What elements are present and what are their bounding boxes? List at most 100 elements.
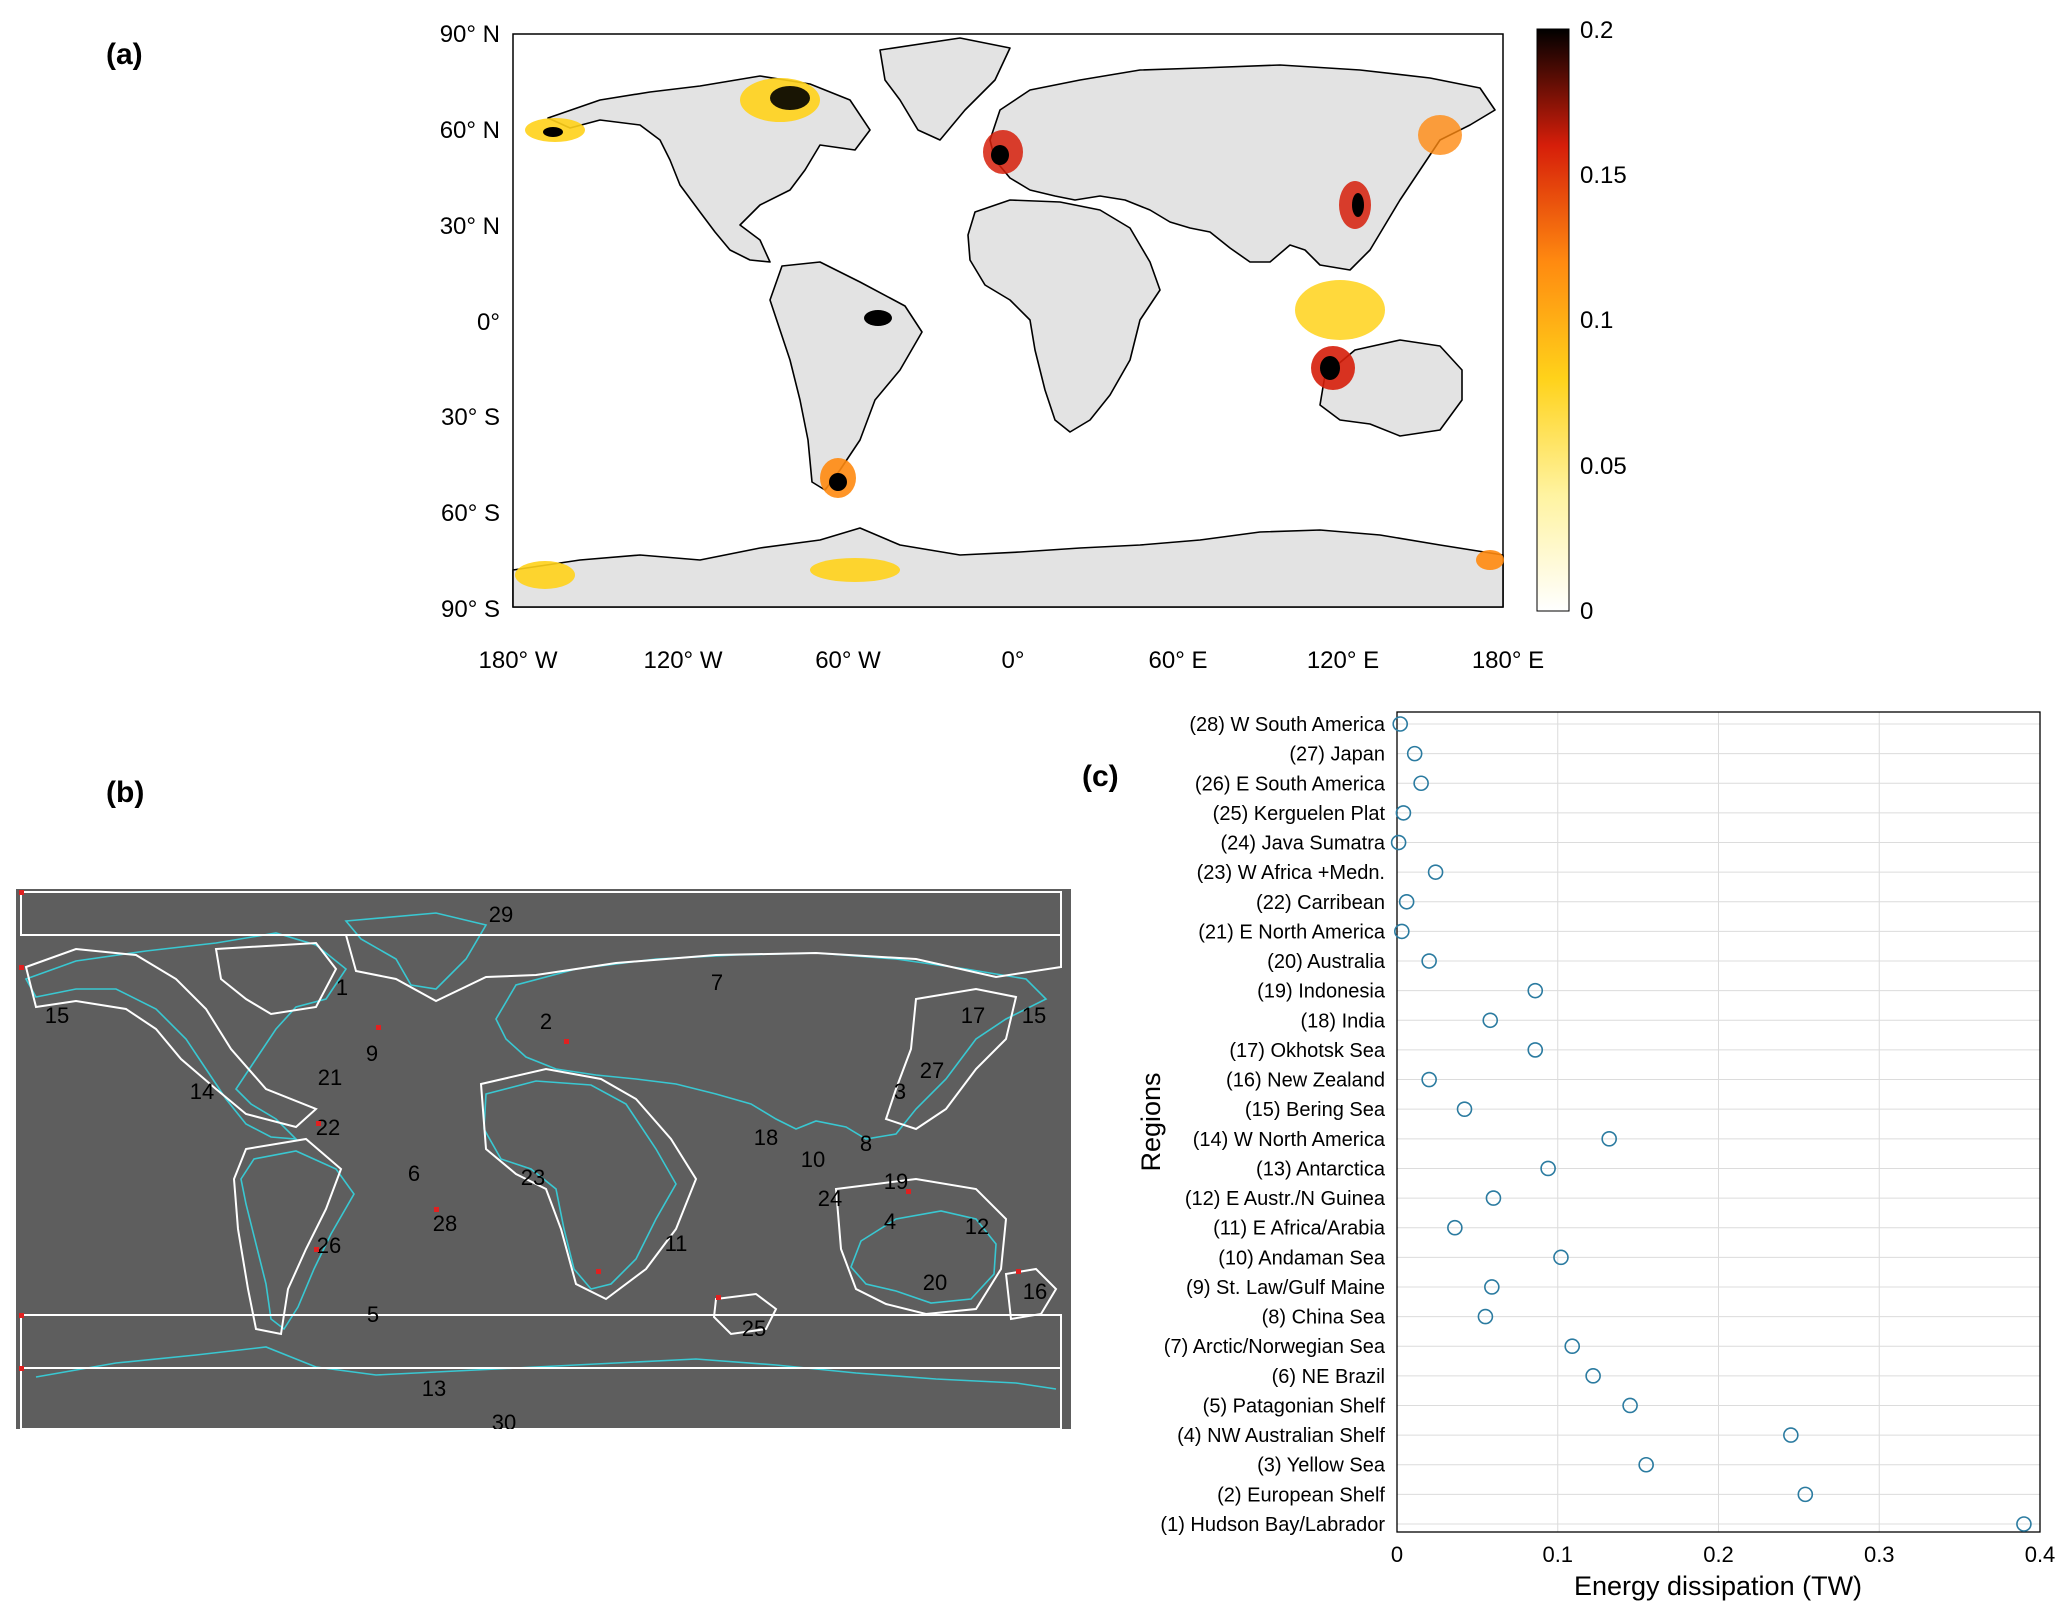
category-label: (6) NE Brazil xyxy=(1272,1366,1385,1388)
region-number: 16 xyxy=(1023,1279,1047,1304)
category-label: (20) Australia xyxy=(1267,951,1386,973)
data-point xyxy=(1456,1101,1473,1117)
category-label: (25) Kerguelen Plat xyxy=(1213,803,1386,825)
category-label: (19) Indonesia xyxy=(1257,981,1386,1003)
marker xyxy=(314,1247,319,1252)
data-point xyxy=(1390,834,1407,851)
colorbar-tick-label: 0 xyxy=(1580,598,1593,625)
category-label: (22) Carribean xyxy=(1256,892,1385,914)
region-number: 15 xyxy=(45,1003,69,1028)
marker xyxy=(434,1207,439,1212)
category-label: (24) Java Sumatra xyxy=(1220,833,1385,855)
region-number: 25 xyxy=(742,1316,766,1341)
dissipation-map: 90° N 60° N 30° N 0° 30° S 60° S 90° S 1… xyxy=(440,17,1627,674)
hotspot-hudson-bay-core xyxy=(770,86,810,110)
map-b-region-outlines xyxy=(20,891,1062,1429)
x-axis-label: Energy dissipation (TW) xyxy=(1574,1571,1862,1601)
hotspot-ne-brazil xyxy=(864,310,892,326)
lon-label: 180° E xyxy=(1472,647,1544,674)
region-number: 30 xyxy=(492,1410,516,1429)
data-point xyxy=(1392,716,1409,732)
lat-label: 90° N xyxy=(440,21,500,48)
chart-c-grid xyxy=(1396,712,2041,1532)
coast-greenland xyxy=(344,912,488,990)
category-label: (1) Hudson Bay/Labrador xyxy=(1160,1514,1385,1536)
data-point xyxy=(1482,1012,1499,1029)
map-a-lat-labels: 90° N 60° N 30° N 0° 30° S 60° S 90° S xyxy=(440,21,500,623)
marker xyxy=(19,890,24,895)
colorbar-tick-label: 0.15 xyxy=(1580,162,1627,189)
data-point xyxy=(1797,1486,1814,1503)
category-label: (5) Patagonian Shelf xyxy=(1203,1395,1386,1417)
hotspot-alaska-core xyxy=(543,127,563,137)
marker xyxy=(564,1039,569,1044)
category-label: (27) Japan xyxy=(1289,744,1385,766)
region-number: 7 xyxy=(711,970,723,995)
region-number: 23 xyxy=(521,1165,545,1190)
lon-label: 120° E xyxy=(1307,647,1379,674)
lon-label: 60° W xyxy=(815,647,881,674)
outline-region-14 xyxy=(24,947,318,1129)
marker xyxy=(19,965,24,970)
x-tick-label: 0.3 xyxy=(1864,1542,1895,1567)
chart-c-x-tick-labels: 0 0.1 0.2 0.3 0.4 xyxy=(1391,1542,2055,1567)
colorbar-tick-label: 0.05 xyxy=(1580,453,1627,480)
data-point xyxy=(1427,864,1444,880)
category-label: (17) Okhotsk Sea xyxy=(1229,1040,1386,1062)
panel-label-b: (b) xyxy=(106,776,145,809)
coast-australia xyxy=(850,1210,997,1304)
x-tick-label: 0.2 xyxy=(1703,1542,1734,1567)
lon-label: 0° xyxy=(1002,647,1025,674)
y-axis-label: Regions xyxy=(1136,1072,1166,1171)
hotspot-yellow-sea-core xyxy=(1352,193,1364,217)
outline-region-13-30 xyxy=(20,1314,1062,1429)
marker xyxy=(376,1025,381,1030)
lon-label: 180° W xyxy=(479,647,558,674)
region-number: 21 xyxy=(318,1065,342,1090)
x-tick-label: 0.4 xyxy=(2025,1542,2056,1567)
data-point xyxy=(1406,745,1423,762)
data-point xyxy=(1638,1456,1654,1473)
dissipation-hotspots xyxy=(515,78,1504,589)
lat-label: 30° N xyxy=(440,213,500,240)
data-point xyxy=(1421,1071,1437,1088)
data-point xyxy=(1553,1249,1569,1266)
region-number: 13 xyxy=(422,1376,446,1401)
region-number: 11 xyxy=(665,1231,688,1256)
data-point xyxy=(1477,1308,1494,1325)
map-b-markers xyxy=(19,890,1021,1371)
region-number: 5 xyxy=(367,1302,379,1327)
region-number: 4 xyxy=(884,1209,896,1234)
data-point xyxy=(1527,982,1544,999)
region-number: 9 xyxy=(366,1041,378,1066)
colorbar-ticks: 0.2 0.15 0.1 0.05 0 xyxy=(1580,17,1627,625)
outline-region-16 xyxy=(1004,1267,1058,1321)
lat-label: 0° xyxy=(477,309,500,336)
category-label: (16) New Zealand xyxy=(1226,1070,1385,1092)
data-point xyxy=(1527,1042,1544,1058)
marker xyxy=(19,1366,24,1371)
lat-label: 60° N xyxy=(440,117,500,144)
antarctica-land xyxy=(512,527,1504,608)
category-label: (4) NW Australian Shelf xyxy=(1177,1425,1385,1447)
region-number: 14 xyxy=(190,1079,214,1104)
greenland-land xyxy=(879,37,1011,141)
region-number: 10 xyxy=(801,1147,825,1172)
lat-label: 60° S xyxy=(441,500,500,527)
colorbar-tick-label: 0.1 xyxy=(1580,307,1613,334)
hotspot-nw-australia-core xyxy=(1320,356,1340,380)
outline-region-indonesia-australia xyxy=(834,1177,1008,1316)
data-point xyxy=(1564,1338,1581,1355)
category-label: (2) European Shelf xyxy=(1217,1484,1385,1506)
region-number: 26 xyxy=(317,1233,341,1258)
data-point xyxy=(1484,1279,1500,1295)
lon-label: 60° E xyxy=(1149,647,1208,674)
hotspot-antarctica-weddell xyxy=(810,558,900,582)
hotspot-patagonia-core xyxy=(829,473,847,491)
category-label: (14) W North America xyxy=(1193,1129,1386,1151)
data-point xyxy=(1421,953,1437,969)
x-tick-label: 0 xyxy=(1391,1542,1403,1567)
data-point xyxy=(2016,1516,2032,1532)
category-label: (10) Andaman Sea xyxy=(1218,1247,1386,1269)
region-number: 24 xyxy=(818,1186,842,1211)
